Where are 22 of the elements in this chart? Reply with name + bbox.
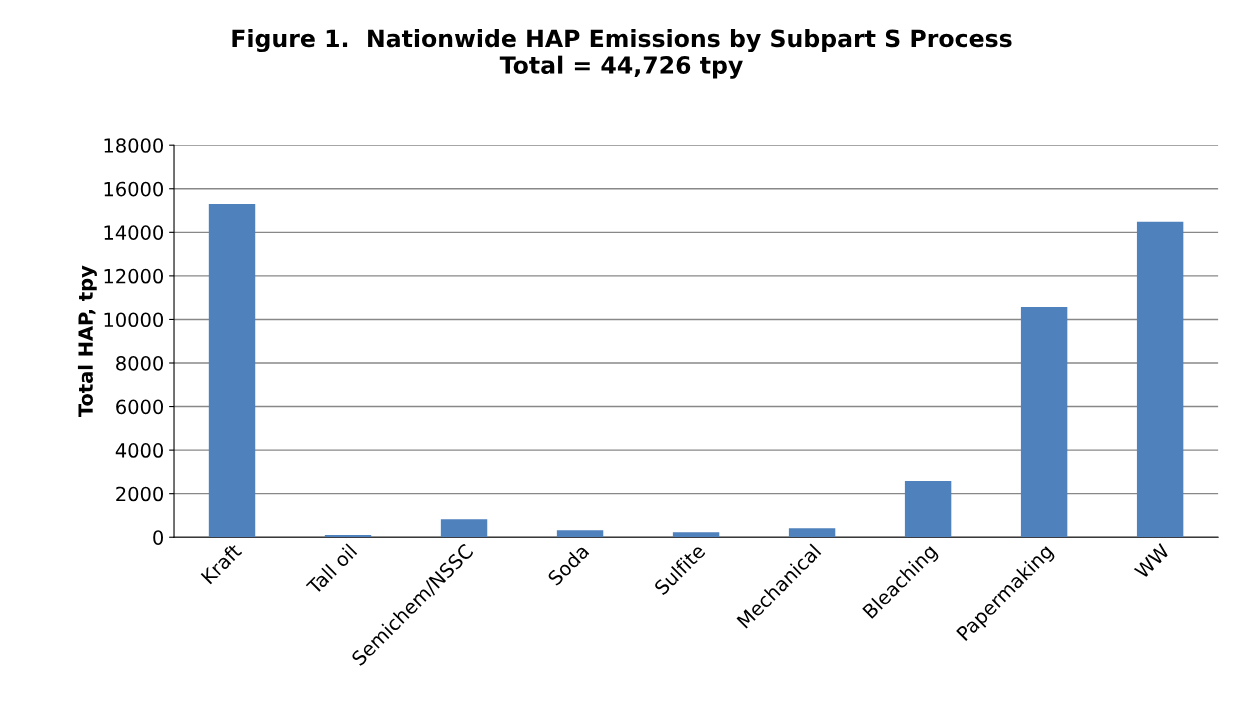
y-tick-label: 6000 [116, 399, 164, 415]
bar [324, 535, 372, 538]
y-tick-label: 14000 [104, 225, 164, 240]
y-tick-label: 12000 [104, 268, 164, 284]
y-tick-label: 0 [153, 530, 164, 545]
bar [556, 530, 604, 538]
bar [672, 532, 720, 538]
bar [208, 204, 256, 538]
y-tick-label: 2000 [116, 486, 164, 502]
y-tick-label: 8000 [116, 355, 164, 371]
chart-title: Figure 1. Nationwide HAP Emissions by Subpart S Process Total = 44,726 tpy [232, 29, 1012, 79]
bar [1136, 221, 1184, 538]
bar [440, 519, 488, 538]
x-tick-label: WW [1133, 542, 1171, 580]
y-tick-label: 18000 [104, 138, 164, 153]
y-tick-label: 4000 [115, 443, 164, 458]
y-tick-label: 10000 [104, 312, 164, 328]
bar [788, 528, 836, 538]
bar [1020, 307, 1068, 538]
y-axis-title: Total HAP, tpy [77, 265, 97, 418]
y-tick-label: 16000 [104, 181, 164, 197]
bar [904, 481, 952, 538]
